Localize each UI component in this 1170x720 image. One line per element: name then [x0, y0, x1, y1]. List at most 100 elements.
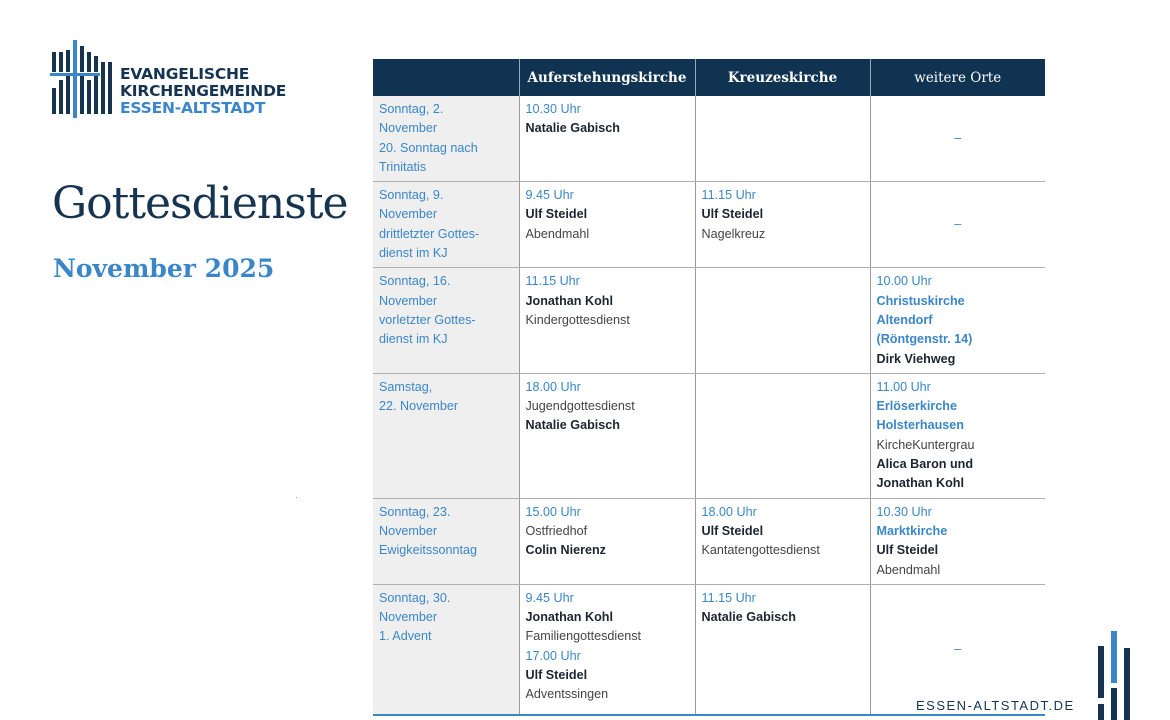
- service-cell: –: [869, 584, 1045, 717]
- table-row: Sonntag, 16. November vorletzter Gottes-di…: [373, 267, 1045, 374]
- service-name: Ulf Steidel: [701, 207, 764, 222]
- service-cell: 11.15 Uhr Natalie Gabisch: [694, 584, 870, 717]
- service-cell: 9.45 Uhr Jonathan Kohl Familiengottesdiens…: [518, 584, 695, 717]
- date-line: November: [379, 293, 438, 308]
- date-line: Ewigkeitssonntag: [379, 543, 478, 558]
- date-line: November: [379, 610, 438, 625]
- brand-mark-icon: [1098, 631, 1130, 720]
- date-line: 20. Sonntag nach: [379, 140, 478, 155]
- service-name: Jonathan Kohl: [525, 610, 613, 625]
- service-name: Natalie Gabisch: [701, 610, 797, 625]
- table-header-row: Auferstehungskirche Kreuzeskirche weitere …: [373, 59, 1045, 96]
- header-kreuzeskirche: Kreuzeskirche: [694, 59, 870, 96]
- service-cell: 11.15 Uhr Jonathan Kohl Kindergottesdienst: [518, 267, 695, 374]
- date-line: Trinitatis: [379, 159, 427, 174]
- service-time: 17.00 Uhr: [525, 648, 581, 663]
- header-date: [373, 59, 519, 96]
- date-line: Sonntag, 23.: [379, 504, 451, 519]
- service-note: Adventssingen: [525, 687, 609, 702]
- footer-website[interactable]: ESSEN-ALTSTADT.DE: [916, 698, 1075, 713]
- header-weitere-orte: weitere Orte: [869, 59, 1045, 96]
- service-name: Colin Nierenz: [525, 543, 606, 558]
- service-time: 11.00 Uhr: [876, 379, 931, 394]
- date-cell: Sonntag, 30. November 1. Advent: [373, 584, 519, 717]
- service-note: Ostfriedhof: [525, 523, 588, 538]
- service-cell: 9.45 Uhr Ulf Steidel Abendmahl: [518, 181, 695, 269]
- date-line: November: [379, 207, 438, 222]
- table-row: Samstag, 22. November 18.00 Uhr Jugendgotte…: [373, 373, 1045, 499]
- service-name: Natalie Gabisch: [525, 121, 621, 136]
- service-note: KircheKuntergrau: [876, 437, 975, 452]
- date-cell: Sonntag, 23. November Ewigkeitssonntag: [373, 498, 519, 585]
- date-cell: Sonntag, 9. November drittletzter Gottes-d…: [373, 181, 519, 269]
- service-cell: 10.30 Uhr Marktkirche Ulf Steidel Abendmahl: [869, 498, 1045, 585]
- date-line: 22. November: [379, 399, 459, 414]
- service-schedule-table: Auferstehungskirche Kreuzeskirche weitere …: [373, 59, 1045, 717]
- service-name: Ulf Steidel: [876, 543, 939, 558]
- service-name: Ulf Steidel: [525, 207, 588, 222]
- service-place: (Röntgenstr. 14): [876, 332, 973, 347]
- date-line: Sonntag, 16.: [379, 274, 451, 289]
- service-name: Ulf Steidel: [525, 668, 588, 683]
- page-subtitle: November 2025: [53, 254, 275, 283]
- service-cell: [694, 267, 870, 374]
- service-cell: 18.00 Uhr Ulf Steidel Kantatengottesdienst: [694, 498, 870, 585]
- church-logo-icon: [50, 40, 112, 118]
- service-cell: –: [869, 96, 1045, 183]
- service-name: Jonathan Kohl: [876, 476, 964, 491]
- service-note: Abendmahl: [525, 226, 590, 241]
- service-note: Kindergottesdienst: [525, 312, 630, 327]
- service-name: Jonathan Kohl: [525, 293, 613, 308]
- table-row: Sonntag, 2. November 20. Sonntag nach Trini…: [373, 96, 1045, 183]
- date-line: Sonntag, 2.: [379, 102, 444, 116]
- table-row: Sonntag, 9. November drittletzter Gottes-d…: [373, 181, 1045, 269]
- date-line: Samstag,: [379, 379, 433, 394]
- service-time: 18.00 Uhr: [525, 379, 581, 394]
- date-line: 1. Advent: [379, 629, 432, 644]
- service-note: Abendmahl: [876, 562, 941, 577]
- logo-line-1: EVANGELISCHE: [120, 65, 250, 83]
- service-place: Erlöserkirche: [876, 399, 958, 414]
- service-place: Holsterhausen: [876, 418, 964, 433]
- service-note: Nagelkreuz: [701, 226, 766, 241]
- table-row: Sonntag, 30. November 1. Advent 9.45 Uhr Jon…: [373, 584, 1045, 717]
- service-time: 9.45 Uhr: [525, 188, 574, 203]
- stray-dot: [296, 497, 297, 498]
- service-time: 11.15 Uhr: [701, 188, 756, 203]
- date-line: dienst im KJ: [379, 332, 448, 347]
- service-time: 10.00 Uhr: [876, 274, 932, 289]
- service-time: 11.15 Uhr: [701, 590, 756, 605]
- service-time: 10.30 Uhr: [876, 504, 932, 519]
- logo-text: EVANGELISCHE KIRCHENGEMEINDE ESSEN-ALTST…: [120, 66, 286, 117]
- date-line: drittletzter Gottes-: [379, 226, 480, 241]
- date-line: Sonntag, 30.: [379, 590, 451, 605]
- service-cell: 10.30 Uhr Natalie Gabisch: [518, 96, 695, 183]
- service-time: 9.45 Uhr: [525, 590, 574, 605]
- service-cell: 10.00 Uhr Christuskirche Altendorf (Röntgen…: [869, 267, 1045, 374]
- service-place: Marktkirche: [876, 523, 948, 538]
- service-note: Kantatengottesdienst: [701, 543, 820, 558]
- service-name: Dirk Viehweg: [876, 351, 956, 366]
- logo-line-3: ESSEN-ALTSTADT: [120, 99, 266, 117]
- service-cell: –: [869, 181, 1045, 269]
- service-cell: 11.15 Uhr Ulf Steidel Nagelkreuz: [694, 181, 870, 269]
- page-title: Gottesdienste: [52, 178, 349, 229]
- date-line: vorletzter Gottes-: [379, 312, 476, 327]
- service-name: Natalie Gabisch: [525, 418, 621, 433]
- date-line: dienst im KJ: [379, 246, 448, 261]
- date-line: Sonntag, 9.: [379, 188, 444, 203]
- table-row: Sonntag, 23. November Ewigkeitssonntag 15.0…: [373, 498, 1045, 585]
- service-cell: 15.00 Uhr Ostfriedhof Colin Nierenz: [518, 498, 695, 585]
- date-cell: Sonntag, 16. November vorletzter Gottes-di…: [373, 267, 519, 374]
- service-time: 18.00 Uhr: [701, 504, 757, 519]
- header-auferstehungskirche: Auferstehungskirche: [518, 59, 695, 96]
- date-line: November: [379, 121, 438, 136]
- service-time: 15.00 Uhr: [525, 504, 581, 519]
- service-note: Jugendgottesdienst: [525, 399, 635, 414]
- logo-line-2: KIRCHENGEMEINDE: [120, 82, 287, 100]
- service-note: Familiengottesdienst: [525, 629, 642, 644]
- service-name: Alica Baron und: [876, 457, 974, 472]
- service-time: 10.30 Uhr: [525, 102, 581, 116]
- date-line: November: [379, 523, 438, 538]
- service-time: 11.15 Uhr: [525, 274, 580, 289]
